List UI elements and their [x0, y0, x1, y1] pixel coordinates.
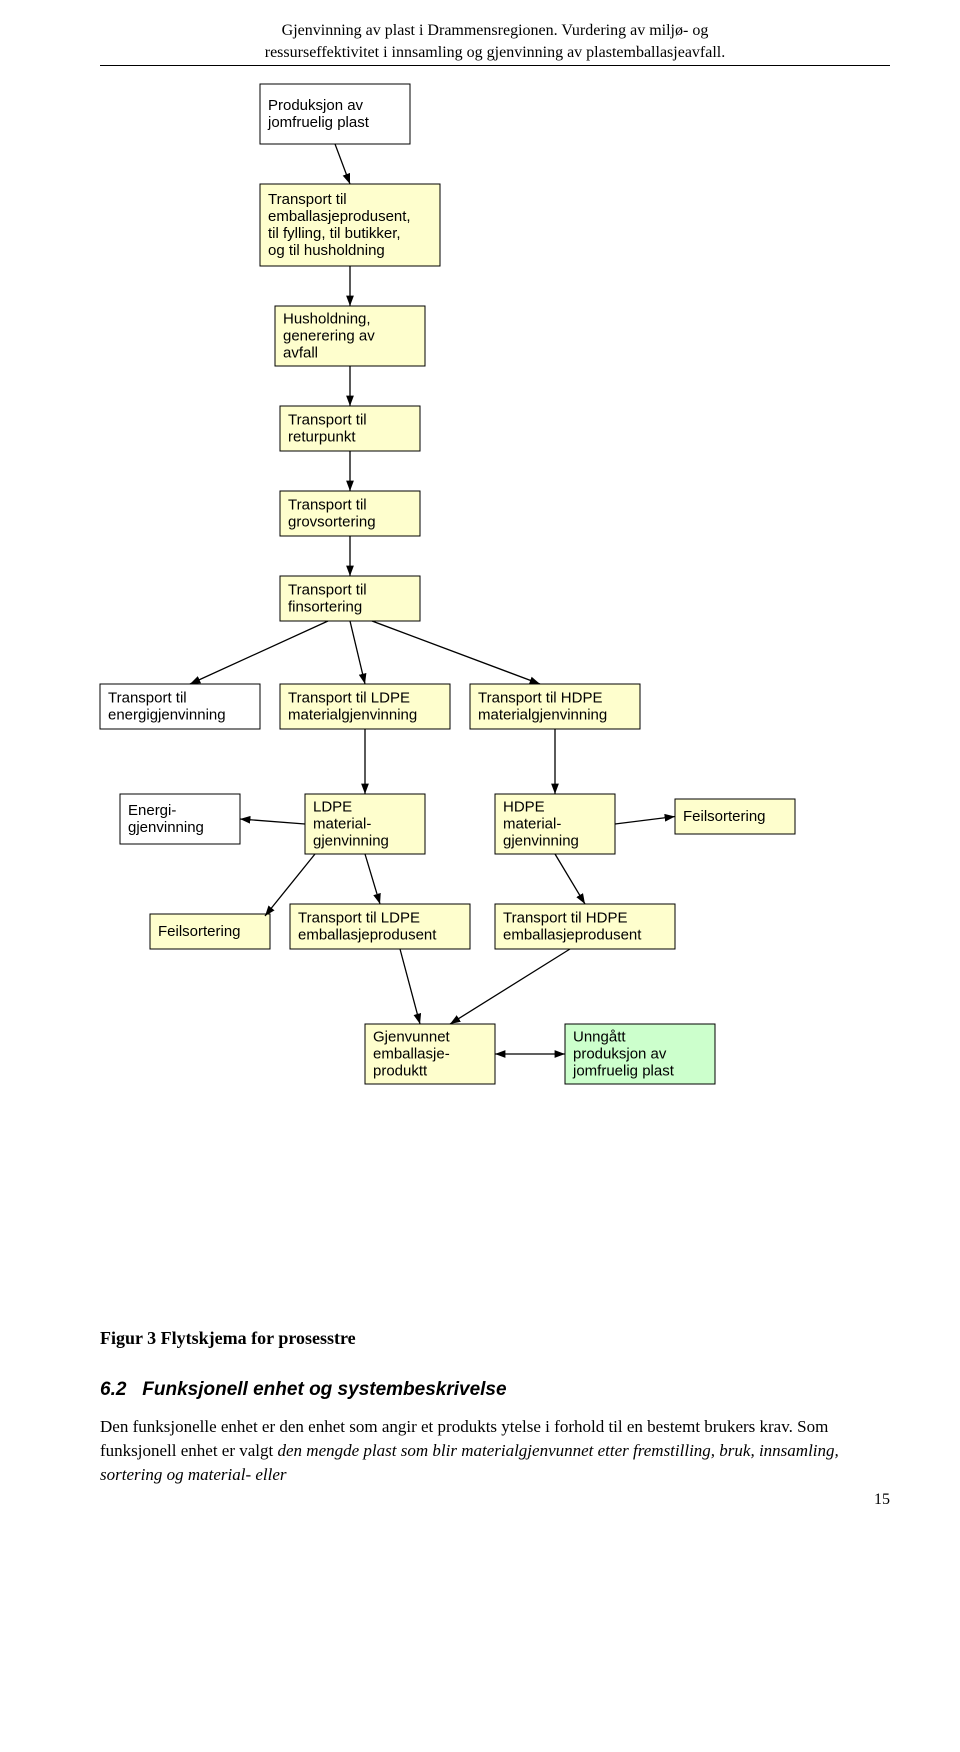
figure-caption: Figur 3 Flytskjema for prosesstre	[100, 1328, 890, 1349]
svg-text:finsortering: finsortering	[288, 599, 362, 616]
flow-node-n14: Feilsortering	[150, 914, 270, 949]
section-number: 6.2	[100, 1379, 126, 1400]
svg-text:jomfruelig plast: jomfruelig plast	[267, 114, 370, 131]
flow-node-n6: Transport tilfinsortering	[280, 576, 420, 621]
flow-node-n11: LDPEmaterial-gjenvinning	[305, 794, 425, 854]
svg-text:Transport til: Transport til	[288, 582, 367, 599]
flow-node-n7: Transport tilenergigjenvinning	[100, 684, 260, 729]
flow-node-n13: Feilsortering	[675, 799, 795, 834]
flow-node-n17: Gjenvunnetemballasje-produktt	[365, 1024, 495, 1084]
flow-node-n12: HDPEmaterial-gjenvinning	[495, 794, 615, 854]
header-line-1: Gjenvinning av plast i Drammensregionen.…	[282, 22, 709, 39]
svg-text:gjenvinning: gjenvinning	[503, 833, 579, 850]
svg-text:Transport til: Transport til	[288, 412, 367, 429]
svg-text:gjenvinning: gjenvinning	[313, 833, 389, 850]
flow-node-n1: Produksjon avjomfruelig plast	[260, 84, 410, 144]
svg-text:Unngått: Unngått	[573, 1029, 626, 1046]
svg-text:Transport til LDPE: Transport til LDPE	[288, 690, 410, 707]
svg-text:LDPE: LDPE	[313, 799, 352, 816]
svg-text:material-: material-	[503, 816, 561, 833]
body-paragraph: Den funksjonelle enhet er den enhet som …	[100, 1415, 890, 1486]
svg-text:Transport til HDPE: Transport til HDPE	[503, 910, 627, 927]
svg-text:grovsortering: grovsortering	[288, 514, 376, 531]
svg-text:Transport til HDPE: Transport til HDPE	[478, 690, 602, 707]
svg-text:emballasjeprodusent: emballasjeprodusent	[298, 927, 437, 944]
svg-text:Transport til: Transport til	[288, 497, 367, 514]
svg-text:gjenvinning: gjenvinning	[128, 819, 204, 836]
svg-text:Transport til: Transport til	[268, 191, 347, 208]
flow-node-n16: Transport til HDPEemballasjeprodusent	[495, 904, 675, 949]
svg-text:Transport til LDPE: Transport til LDPE	[298, 910, 420, 927]
section-heading: 6.2 Funksjonell enhet og systembeskrivel…	[100, 1379, 890, 1401]
flowchart: Produksjon avjomfruelig plastTransport t…	[100, 84, 910, 1304]
svg-text:material-: material-	[313, 816, 371, 833]
flow-node-n15: Transport til LDPEemballasjeprodusent	[290, 904, 470, 949]
flow-node-n4: Transport tilreturpunkt	[280, 406, 420, 451]
svg-text:materialgjenvinning: materialgjenvinning	[478, 707, 607, 724]
svg-text:emballasje-: emballasje-	[373, 1046, 450, 1063]
flow-node-n10: Energi-gjenvinning	[120, 794, 240, 844]
flow-node-n8: Transport til LDPEmaterialgjenvinning	[280, 684, 450, 729]
svg-text:Feilsortering: Feilsortering	[683, 808, 766, 825]
page-header: Gjenvinning av plast i Drammensregionen.…	[100, 20, 890, 66]
svg-text:Energi-: Energi-	[128, 802, 176, 819]
svg-text:emballasjeprodusent,: emballasjeprodusent,	[268, 208, 411, 225]
svg-text:materialgjenvinning: materialgjenvinning	[288, 707, 417, 724]
svg-text:avfall: avfall	[283, 345, 318, 362]
svg-text:emballasjeprodusent: emballasjeprodusent	[503, 927, 642, 944]
flow-node-n2: Transport tilemballasjeprodusent,til fyl…	[260, 184, 440, 266]
svg-text:Husholdning,: Husholdning,	[283, 311, 371, 328]
svg-text:returpunkt: returpunkt	[288, 429, 356, 446]
flow-node-n5: Transport tilgrovsortering	[280, 491, 420, 536]
svg-text:energigjenvinning: energigjenvinning	[108, 707, 226, 724]
flow-node-n3: Husholdning,generering avavfall	[275, 306, 425, 366]
svg-text:produksjon av: produksjon av	[573, 1046, 667, 1063]
flow-node-n9: Transport til HDPEmaterialgjenvinning	[470, 684, 640, 729]
svg-text:produktt: produktt	[373, 1063, 428, 1080]
svg-text:Feilsortering: Feilsortering	[158, 923, 241, 940]
svg-text:til fylling, til butikker,: til fylling, til butikker,	[268, 225, 401, 242]
flow-node-n18: Unngåttproduksjon avjomfruelig plast	[565, 1024, 715, 1084]
svg-text:generering av: generering av	[283, 328, 375, 345]
svg-text:Transport til: Transport til	[108, 690, 187, 707]
svg-text:og til husholdning: og til husholdning	[268, 242, 385, 259]
svg-text:Produksjon av: Produksjon av	[268, 97, 364, 114]
svg-text:HDPE: HDPE	[503, 799, 545, 816]
svg-text:Gjenvunnet: Gjenvunnet	[373, 1029, 451, 1046]
header-line-2: ressurseffektivitet i innsamling og gjen…	[265, 44, 725, 61]
page-number: 15	[874, 1491, 890, 1509]
section-title: Funksjonell enhet og systembeskrivelse	[142, 1379, 506, 1400]
svg-text:jomfruelig plast: jomfruelig plast	[572, 1063, 675, 1080]
